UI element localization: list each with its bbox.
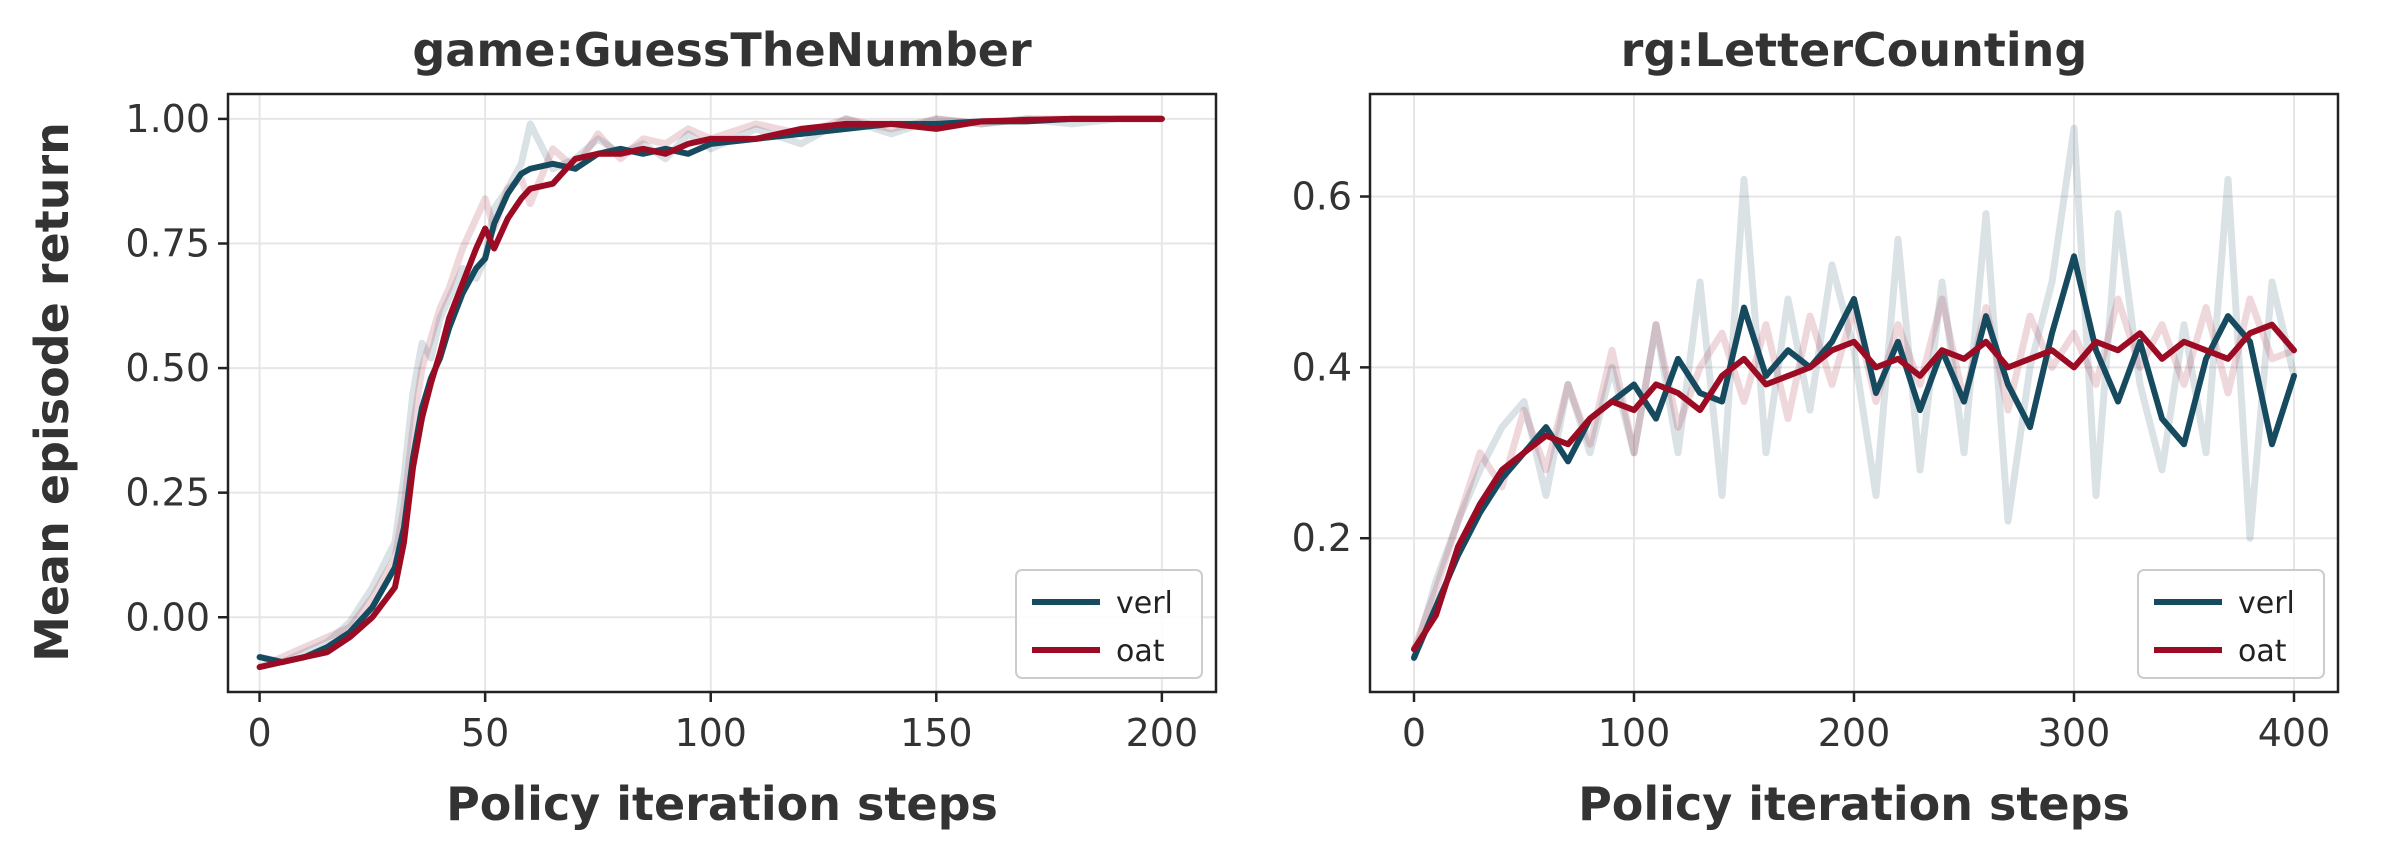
series-line-verl (1411, 253, 2297, 661)
raw-line-verl (258, 115, 1162, 666)
smoothed-series-lines (1411, 253, 2297, 661)
legend-label-oat: oat (2238, 634, 2287, 669)
smoothed-series-lines (256, 115, 1165, 671)
legend-box (2137, 569, 2325, 679)
y-tick-label: 1.00 (125, 97, 210, 141)
x-axis-label: Policy iteration steps (446, 777, 998, 831)
legend-box (1015, 569, 1203, 679)
legend-label-verl: verl (1116, 586, 1173, 621)
chart-title: game:GuessTheNumber (412, 23, 1032, 77)
legend-label-oat: oat (1116, 634, 1165, 669)
x-tick-label: 200 (1818, 711, 1891, 755)
chart-title: rg:LetterCounting (1621, 23, 2088, 77)
y-tick-label: 0.25 (125, 471, 210, 515)
legend: verl oat (2137, 569, 2325, 679)
x-axis-ticks: 0 50 100 150 200 (247, 692, 1198, 755)
y-tick-label: 0.50 (125, 346, 210, 390)
y-tick-label: 0.2 (1292, 516, 1352, 560)
chart-panel-guess-the-number: 0 50 100 150 200 0.00 0.25 0.50 0.75 1.00 game:G… (125, 23, 1218, 831)
series-line-oat (256, 115, 1165, 671)
series-line-oat (1411, 321, 2297, 653)
plot-frame (226, 92, 1218, 694)
x-tick-label: 0 (247, 711, 271, 755)
x-tick-label: 150 (900, 711, 973, 755)
y-axis-ticks: 0.2 0.4 0.6 (1292, 175, 1370, 560)
x-tick-label: 50 (461, 711, 509, 755)
x-axis-label: Policy iteration steps (1578, 777, 2130, 831)
y-axis-ticks: 0.00 0.25 0.50 0.75 1.00 (125, 97, 228, 639)
grid-lines (1370, 94, 2338, 692)
raw-line-verl (1410, 124, 2298, 659)
x-tick-label: 300 (2038, 711, 2111, 755)
y-tick-label: 0.6 (1292, 175, 1352, 219)
x-tick-label: 400 (2258, 711, 2331, 755)
x-tick-label: 100 (674, 711, 747, 755)
y-tick-label: 0.00 (125, 595, 210, 639)
x-tick-label: 0 (1402, 711, 1426, 755)
legend: verl oat (1015, 569, 1203, 679)
x-tick-label: 200 (1126, 711, 1199, 755)
x-tick-label: 100 (1598, 711, 1671, 755)
x-axis-ticks: 0 100 200 300 400 (1402, 692, 2330, 755)
legend-label-verl: verl (2238, 586, 2295, 621)
chart-panel-letter-counting: 0 100 200 300 400 0.2 0.4 0.6 rg:LetterCountin… (1292, 23, 2340, 831)
y-axis-label: Mean episode return (25, 122, 79, 662)
y-tick-label: 0.4 (1292, 345, 1352, 389)
y-tick-label: 0.75 (125, 222, 210, 266)
